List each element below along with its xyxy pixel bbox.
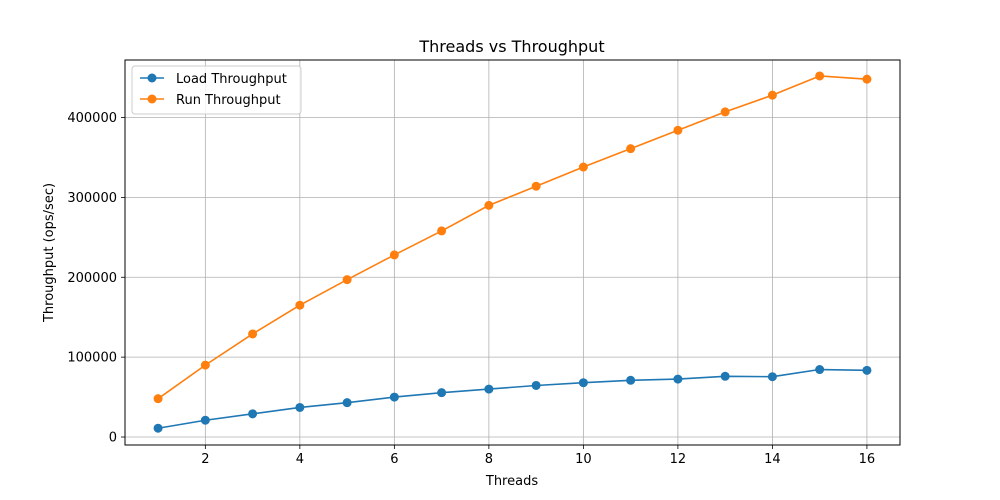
series-line [157, 75, 867, 400]
x-tick-label: 2 [201, 452, 209, 467]
data-point [153, 394, 163, 404]
series-load-throughput [153, 365, 872, 433]
data-point [295, 300, 305, 310]
chart-title: Threads vs Throughput [418, 37, 604, 56]
y-tick-label: 200000 [67, 271, 117, 286]
data-point [578, 378, 588, 388]
y-tick-label: 300000 [67, 191, 117, 206]
x-tick-label: 12 [670, 452, 687, 467]
data-point [531, 181, 541, 191]
x-tick-label: 8 [485, 452, 493, 467]
y-tick-label: 100000 [67, 351, 117, 366]
y-tick-label: 400000 [67, 111, 117, 126]
data-point [342, 275, 352, 285]
y-axis-label: Throughput (ops/sec) [42, 183, 57, 323]
series-run-throughput [153, 71, 872, 404]
data-point [531, 380, 541, 390]
data-point [484, 200, 494, 210]
data-point [720, 371, 730, 381]
data-point [578, 162, 588, 172]
legend-marker-run [147, 94, 157, 104]
x-axis-label: Threads [485, 474, 538, 489]
legend-label-run: Run Throughput [176, 93, 281, 108]
x-tick-label: 6 [390, 452, 398, 467]
data-point [626, 375, 636, 385]
data-point [815, 71, 825, 81]
data-point [673, 125, 683, 135]
data-point [437, 226, 447, 236]
x-axis-ticks: 2 4 6 8 10 12 14 16 [201, 445, 875, 467]
data-point [815, 365, 825, 375]
data-point [200, 415, 210, 425]
x-tick-label: 10 [575, 452, 592, 467]
x-tick-label: 16 [859, 452, 876, 467]
x-tick-label: 4 [296, 452, 304, 467]
data-point [484, 384, 494, 394]
legend-marker-load [147, 73, 157, 83]
y-tick-label: 0 [109, 431, 117, 446]
plot-frame [124, 59, 901, 446]
legend: Load Throughput Run Throughput [131, 65, 302, 115]
data-point [389, 392, 399, 402]
series-layer [153, 71, 872, 433]
data-point [153, 423, 163, 433]
data-point [295, 402, 305, 412]
data-point [248, 409, 258, 419]
legend-label-load: Load Throughput [176, 72, 287, 87]
data-point [862, 365, 872, 375]
data-point [248, 329, 258, 339]
data-point [767, 372, 777, 382]
data-point [342, 398, 352, 408]
data-point [389, 250, 399, 260]
data-point [720, 107, 730, 117]
y-axis-ticks: 0 100000 200000 300000 400000 [67, 111, 125, 446]
grid [125, 60, 900, 445]
x-tick-label: 14 [764, 452, 781, 467]
legend-box [131, 65, 302, 115]
series-line [157, 368, 867, 430]
data-point [200, 360, 210, 370]
data-point [862, 74, 872, 84]
data-point [626, 144, 636, 154]
data-point [673, 374, 683, 384]
data-point [767, 90, 777, 100]
data-point [437, 388, 447, 398]
